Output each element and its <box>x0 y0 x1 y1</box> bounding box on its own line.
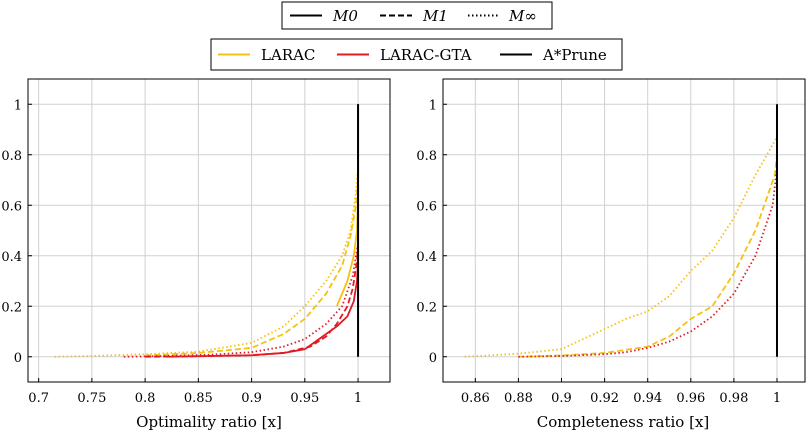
optimality-ytick-label: 0.2 <box>1 300 22 315</box>
optimality-xtick-label: 0.75 <box>77 391 106 406</box>
plot-completeness-frame <box>442 78 806 383</box>
xlabel-optimality: Optimality ratio [x] <box>136 413 282 431</box>
optimality-series-larac-gta-solid <box>166 104 359 358</box>
optimality-ytick-label: 0.4 <box>1 250 22 265</box>
legend-label-m0: M0 <box>332 7 358 25</box>
plot-completeness: Completeness ratio [x] 0.86 0.88 0.9 0.92 0.… <box>416 78 806 431</box>
completeness-grid <box>443 79 805 382</box>
optimality-series-larac-dashed <box>145 104 359 357</box>
optimality-xtick-label: 0.8 <box>135 391 156 406</box>
completeness-ytick-label: 0.2 <box>416 300 437 315</box>
legend-algorithms-box <box>210 38 623 71</box>
completeness-xtick-label: 0.92 <box>590 391 619 406</box>
completeness-ytick-label: 0.6 <box>416 199 437 214</box>
optimality-ytick-label: 1 <box>14 98 22 113</box>
optimality-xtick-label: 0.9 <box>241 391 262 406</box>
completeness-xtick-label: 0.94 <box>633 391 662 406</box>
optimality-xtick-label: 0.95 <box>290 391 319 406</box>
legend-label-larac: LARAC <box>261 46 315 64</box>
legend-algorithms: LARAC LARAC-GTA A*Prune <box>210 38 623 71</box>
legend-line-styles: M0 M1 M∞ <box>281 1 553 30</box>
completeness-series-larac-gta-dotted <box>518 104 778 358</box>
completeness-series-larac-dotted <box>464 104 778 358</box>
legend-label-m1: M1 <box>422 7 448 25</box>
optimality-series-larac-gta-dotted <box>123 104 359 358</box>
optimality-ytick-label: 0.6 <box>1 199 22 214</box>
optimality-xtick-label: 0.7 <box>28 391 49 406</box>
plot-optimality: Optimality ratio [x] 0.7 0.75 0.8 0.85 0.9 0.… <box>1 78 391 431</box>
legend-label-aprune: A*Prune <box>542 46 607 64</box>
completeness-xtick-label: 0.96 <box>676 391 705 406</box>
xlabel-completeness: Completeness ratio [x] <box>537 413 710 431</box>
completeness-ytick-label: 1 <box>429 98 437 113</box>
optimality-grid <box>28 79 390 382</box>
completeness-ytick-label: 0 <box>429 351 437 366</box>
optimality-series-larac-dotted <box>54 104 359 358</box>
optimality-xtick-label: 0.85 <box>184 391 213 406</box>
optimality-ytick-label: 0.8 <box>1 149 22 164</box>
completeness-series-larac-dashed <box>518 104 778 358</box>
completeness-xtick-label: 0.88 <box>504 391 533 406</box>
completeness-xtick-label: 1 <box>773 391 781 406</box>
legend-line-styles-box <box>281 1 553 30</box>
legend-label-minf: M∞ <box>508 7 537 25</box>
plot-optimality-frame <box>27 78 391 383</box>
completeness-xtick-label: 0.9 <box>551 391 572 406</box>
completeness-xtick-label: 0.98 <box>719 391 748 406</box>
optimality-xtick-label: 1 <box>354 391 362 406</box>
legend-label-larac-gta: LARAC-GTA <box>380 46 472 64</box>
completeness-ytick-label: 0.8 <box>416 149 437 164</box>
optimality-ytick-label: 0 <box>14 351 22 366</box>
completeness-ytick-label: 0.4 <box>416 250 437 265</box>
completeness-xtick-label: 0.86 <box>461 391 490 406</box>
